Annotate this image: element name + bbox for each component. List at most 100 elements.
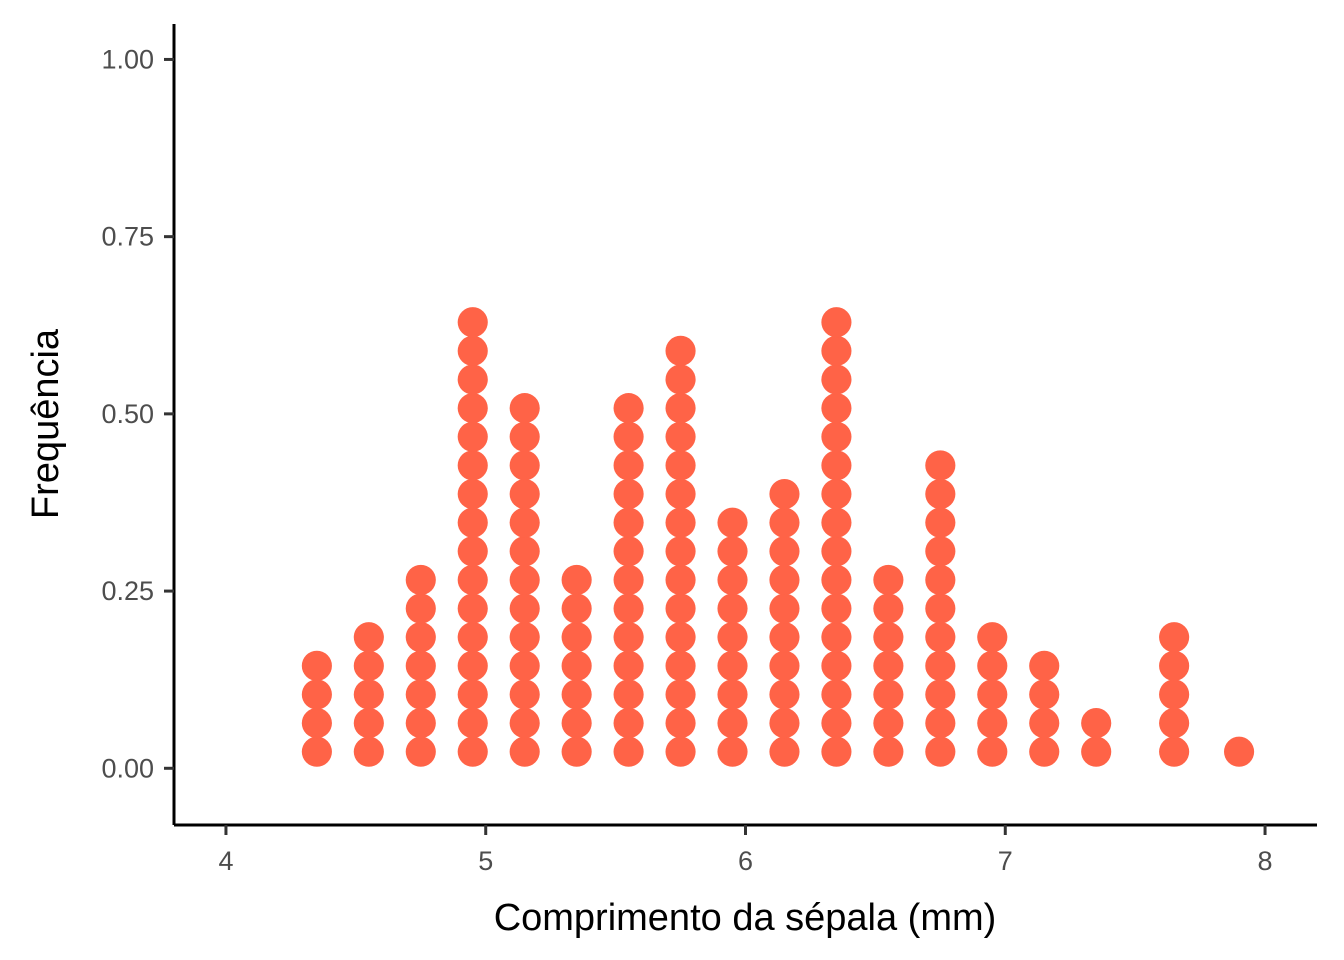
dot — [821, 450, 852, 481]
dot — [613, 593, 644, 624]
dot — [1224, 736, 1255, 767]
dot — [613, 564, 644, 595]
dot — [509, 708, 540, 739]
dot — [457, 650, 488, 681]
dot — [769, 650, 800, 681]
dot — [509, 650, 540, 681]
dot — [301, 679, 332, 710]
dot — [457, 364, 488, 395]
dot — [821, 708, 852, 739]
y-tick-label: 1.00 — [101, 44, 154, 74]
dot — [509, 736, 540, 767]
dot — [561, 650, 592, 681]
dot — [1081, 736, 1112, 767]
dot — [509, 593, 540, 624]
dot — [353, 708, 384, 739]
dot — [769, 536, 800, 567]
dot — [717, 536, 748, 567]
dot — [561, 622, 592, 653]
dot — [1029, 679, 1060, 710]
dot — [613, 507, 644, 538]
dot — [613, 679, 644, 710]
dot — [769, 736, 800, 767]
dot — [561, 708, 592, 739]
x-tick-label: 8 — [1258, 846, 1273, 876]
dot — [821, 478, 852, 510]
y-axis-ticks: 0.00 0.25 0.50 0.75 1.00 — [101, 44, 174, 783]
dot — [509, 478, 540, 510]
dot — [925, 708, 956, 739]
dot — [821, 335, 852, 366]
dot — [665, 421, 696, 452]
dot — [405, 679, 436, 710]
y-tick-label: 0.25 — [101, 576, 154, 606]
dot — [821, 536, 852, 567]
dot — [925, 650, 956, 681]
dot — [457, 335, 488, 366]
dot — [457, 393, 488, 424]
dot — [353, 622, 384, 653]
x-tick-label: 7 — [998, 846, 1013, 876]
dot — [1029, 650, 1060, 681]
dot — [821, 564, 852, 595]
dot — [925, 450, 956, 481]
dot — [769, 507, 800, 538]
dot — [509, 507, 540, 538]
dot — [717, 679, 748, 710]
dot — [977, 650, 1008, 681]
dot — [821, 364, 852, 395]
dot — [509, 393, 540, 424]
dot — [509, 564, 540, 595]
dot — [457, 679, 488, 710]
dot — [509, 622, 540, 653]
dot — [717, 564, 748, 595]
dot — [665, 364, 696, 395]
dot — [977, 708, 1008, 739]
dot — [613, 736, 644, 767]
dot — [925, 536, 956, 567]
dot — [873, 650, 904, 681]
dot — [1029, 736, 1060, 767]
dot — [1159, 622, 1190, 653]
dot — [769, 679, 800, 710]
dot — [509, 450, 540, 481]
dot — [873, 593, 904, 624]
dot — [821, 650, 852, 681]
dot — [457, 421, 488, 452]
dot — [301, 650, 332, 681]
dot — [457, 708, 488, 739]
dot — [457, 622, 488, 653]
dot — [821, 593, 852, 624]
dot — [925, 507, 956, 538]
dot — [353, 650, 384, 681]
dot — [873, 679, 904, 710]
dot — [301, 708, 332, 739]
dot — [769, 622, 800, 653]
dot — [925, 564, 956, 595]
dot — [613, 708, 644, 739]
dot — [665, 622, 696, 653]
dot — [717, 507, 748, 538]
dot — [821, 421, 852, 452]
dot — [405, 708, 436, 739]
dot — [613, 536, 644, 567]
y-tick-label: 0.75 — [101, 222, 154, 252]
dot — [561, 679, 592, 710]
dot — [405, 622, 436, 653]
dot — [665, 536, 696, 567]
y-tick-label: 0.50 — [101, 399, 154, 429]
dot — [1029, 708, 1060, 739]
dot — [717, 650, 748, 681]
dot — [717, 593, 748, 624]
dot — [301, 736, 332, 767]
dot — [665, 393, 696, 424]
dot — [977, 679, 1008, 710]
dot — [717, 622, 748, 653]
dot — [665, 708, 696, 739]
dot — [821, 307, 852, 338]
dot — [457, 307, 488, 338]
dot — [925, 622, 956, 653]
dot — [457, 536, 488, 567]
dot — [925, 593, 956, 624]
